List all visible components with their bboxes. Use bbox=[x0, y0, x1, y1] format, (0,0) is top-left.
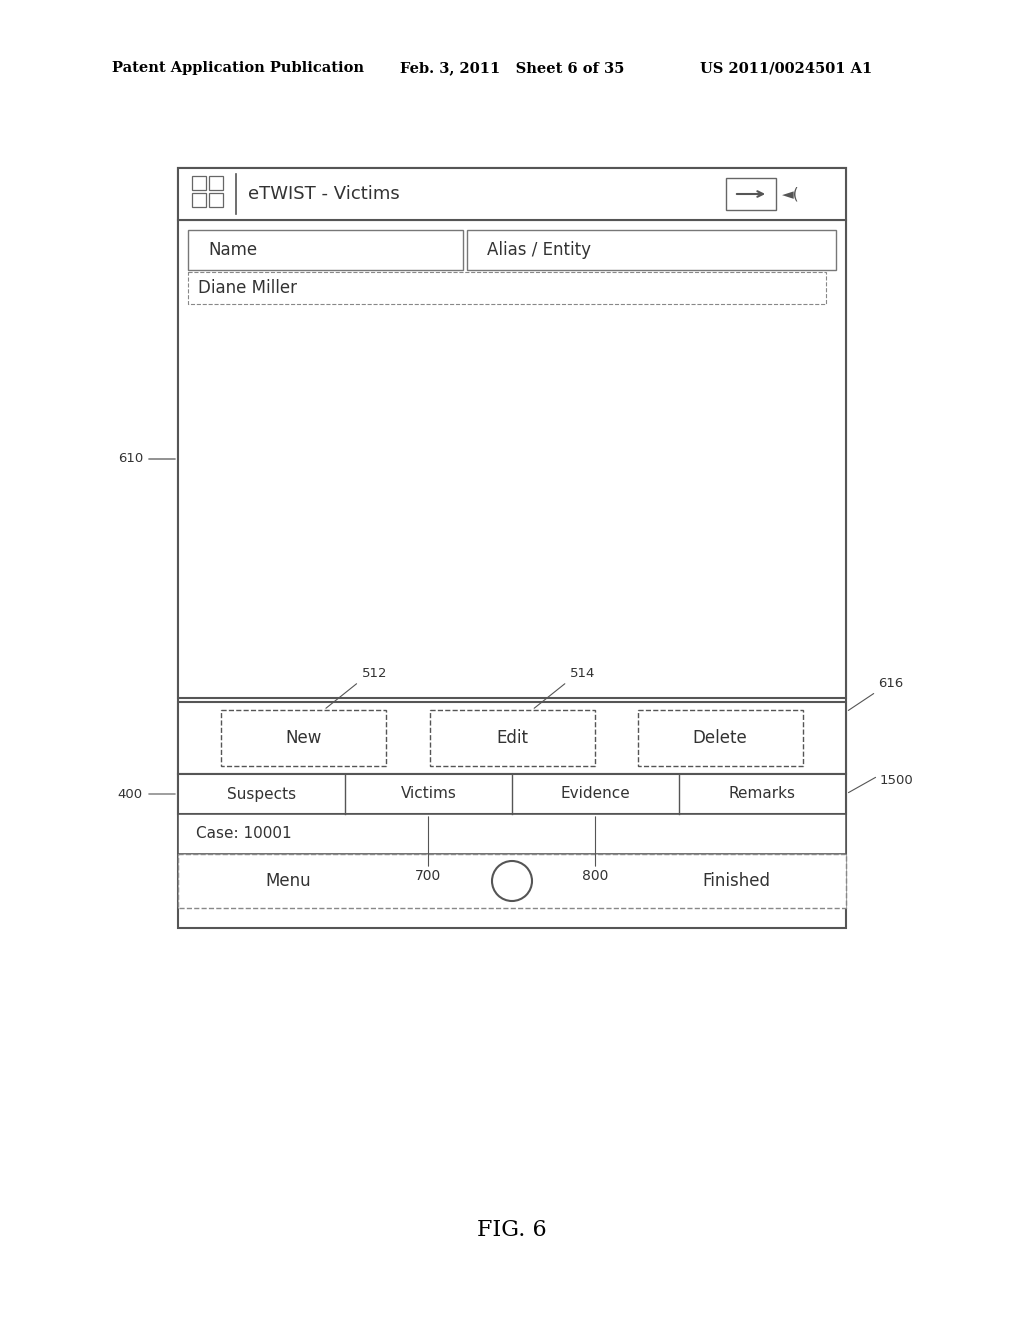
Text: Edit: Edit bbox=[496, 729, 528, 747]
Text: Suspects: Suspects bbox=[227, 787, 296, 801]
Text: 700: 700 bbox=[416, 869, 441, 883]
Bar bbox=[178, 168, 846, 220]
Bar bbox=[467, 230, 836, 271]
Bar bbox=[188, 230, 463, 271]
Text: 800: 800 bbox=[583, 869, 608, 883]
Bar bbox=[178, 814, 846, 854]
Text: Evidence: Evidence bbox=[560, 787, 631, 801]
Bar bbox=[188, 272, 826, 304]
Text: Feb. 3, 2011   Sheet 6 of 35: Feb. 3, 2011 Sheet 6 of 35 bbox=[400, 61, 625, 75]
Text: Victims: Victims bbox=[400, 787, 457, 801]
Text: Diane Miller: Diane Miller bbox=[198, 279, 297, 297]
Bar bbox=[209, 176, 223, 190]
Bar bbox=[429, 710, 595, 766]
Text: eTWIST - Victims: eTWIST - Victims bbox=[248, 185, 399, 203]
Text: Name: Name bbox=[208, 242, 257, 259]
Bar bbox=[178, 168, 846, 928]
Text: 400: 400 bbox=[118, 788, 143, 800]
Text: US 2011/0024501 A1: US 2011/0024501 A1 bbox=[700, 61, 872, 75]
Bar bbox=[221, 710, 386, 766]
Text: New: New bbox=[286, 729, 322, 747]
Text: Delete: Delete bbox=[693, 729, 748, 747]
Bar bbox=[209, 193, 223, 207]
Text: 610: 610 bbox=[118, 453, 143, 466]
Text: Remarks: Remarks bbox=[729, 787, 796, 801]
Text: Finished: Finished bbox=[702, 873, 770, 890]
Bar bbox=[178, 220, 846, 698]
Bar bbox=[193, 176, 206, 190]
Bar bbox=[178, 774, 846, 814]
Text: Alias / Entity: Alias / Entity bbox=[487, 242, 591, 259]
Bar bbox=[726, 178, 776, 210]
Text: Patent Application Publication: Patent Application Publication bbox=[112, 61, 364, 75]
Text: 514: 514 bbox=[570, 667, 595, 680]
Bar bbox=[193, 193, 206, 207]
Text: 616: 616 bbox=[878, 677, 903, 690]
Bar bbox=[178, 702, 846, 774]
Text: 1500: 1500 bbox=[880, 774, 913, 787]
Text: 512: 512 bbox=[361, 667, 387, 680]
Bar bbox=[638, 710, 803, 766]
Text: FIG. 6: FIG. 6 bbox=[477, 1218, 547, 1241]
Text: Menu: Menu bbox=[265, 873, 311, 890]
Text: ◄(: ◄( bbox=[782, 186, 800, 202]
Bar bbox=[178, 854, 846, 908]
Text: Case: 10001: Case: 10001 bbox=[196, 826, 292, 842]
